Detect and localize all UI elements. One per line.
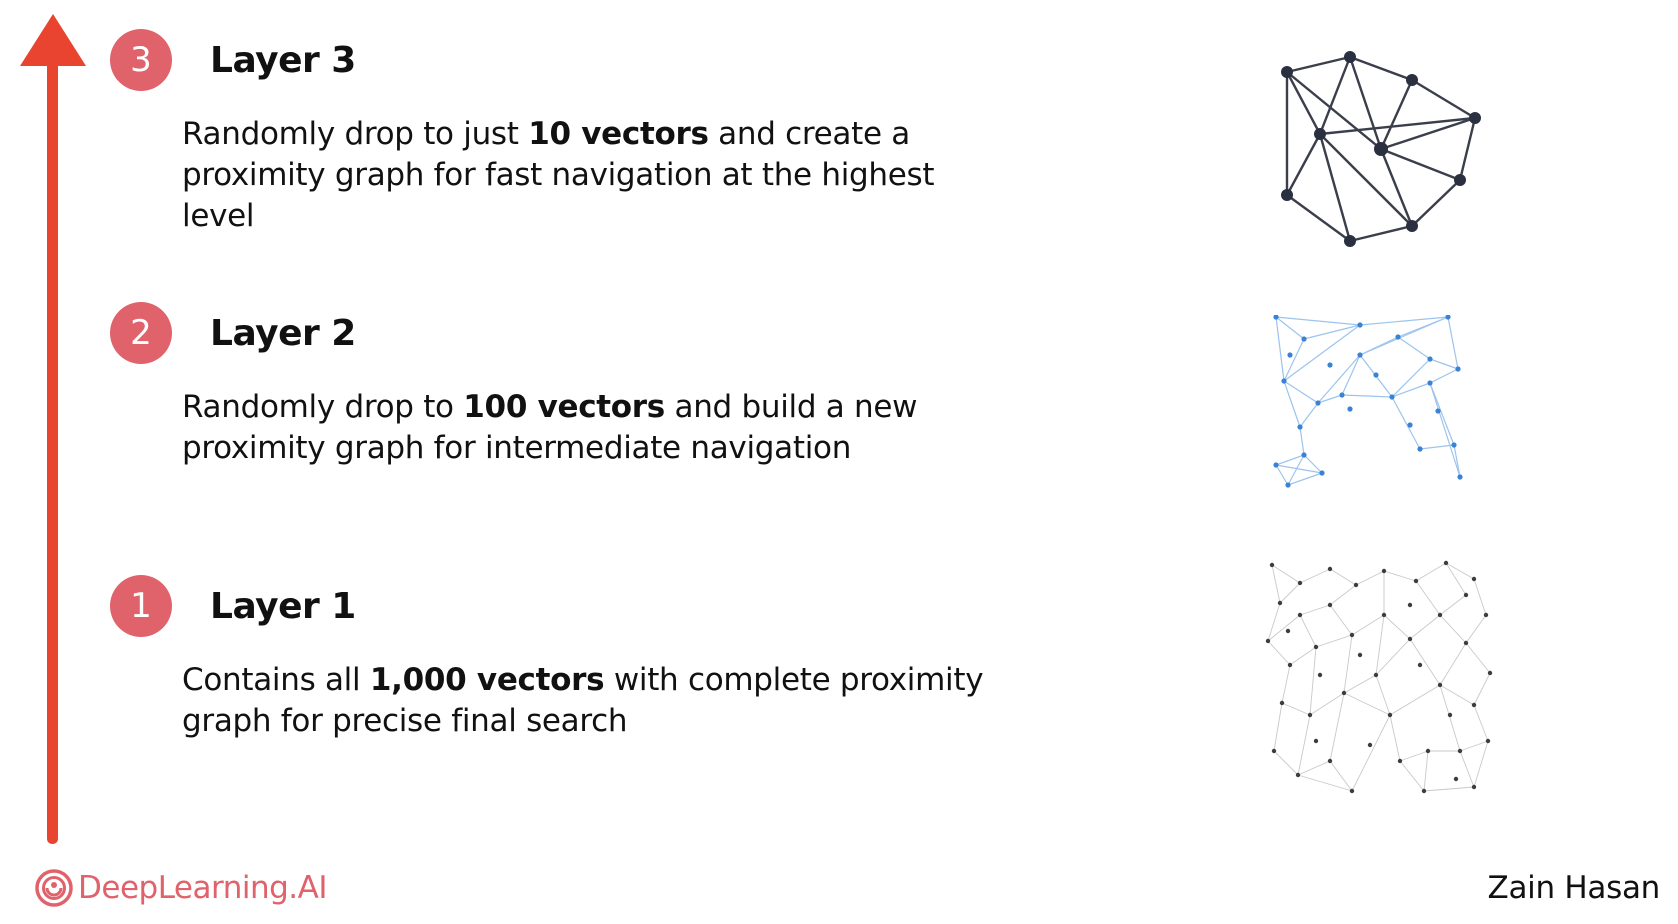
layer-1-desc-start: Contains all: [182, 662, 370, 698]
layer-2-badge: 2: [110, 302, 172, 364]
layer-2-graph: [1273, 315, 1463, 488]
layer-1-header: 1 Layer 1: [110, 574, 1002, 638]
layer-1-graph: [1265, 560, 1493, 794]
layer-3-desc-start: Randomly drop to just: [182, 116, 529, 152]
layer-2-desc-end: and build a new proximity graph for inte…: [182, 389, 918, 466]
layer-3-section: 3 Layer 3 Randomly drop to just 10 vecto…: [110, 28, 1002, 237]
layer-1-badge: 1: [110, 575, 172, 637]
layer-2-section: 2 Layer 2 Randomly drop to 100 vectors a…: [110, 301, 1002, 469]
layer-2-description: Randomly drop to 100 vectors and build a…: [182, 387, 1002, 469]
brand-name: DeepLearning.AI: [78, 870, 327, 906]
layer-2-title: Layer 2: [210, 312, 356, 354]
layer-3-desc-end: and create a proximity graph for fast na…: [182, 116, 935, 234]
layer-1-title: Layer 1: [210, 585, 356, 627]
layer-2-vector-count: 100 vectors: [463, 389, 665, 425]
author-name: Zain Hasan: [1487, 870, 1661, 906]
layer-2-desc-start: Randomly drop to: [182, 389, 464, 425]
layer-3-header: 3 Layer 3: [110, 28, 1002, 92]
layer-1-desc-end: with complete proximity graph for precis…: [182, 662, 984, 739]
layer-3-title: Layer 3: [210, 39, 356, 81]
layer-3-description: Randomly drop to just 10 vectors and cre…: [182, 114, 1002, 237]
layer-3-badge: 3: [110, 29, 172, 91]
layer-1-section: 1 Layer 1 Contains all 1,000 vectors wit…: [110, 574, 1002, 742]
layer-1-description: Contains all 1,000 vectors with complete…: [182, 660, 1002, 742]
up-arrow-icon: [20, 14, 86, 844]
deeplearning-ai-logo: DeepLearning.AI: [34, 866, 327, 910]
layer-1-vector-count: 1,000 vectors: [369, 662, 605, 698]
layer-2-header: 2 Layer 2: [110, 301, 1002, 365]
layer-3-vector-count: 10 vectors: [528, 116, 709, 152]
deeplearning-ai-logo-icon: [35, 869, 73, 907]
layer-3-graph: [1281, 51, 1481, 247]
